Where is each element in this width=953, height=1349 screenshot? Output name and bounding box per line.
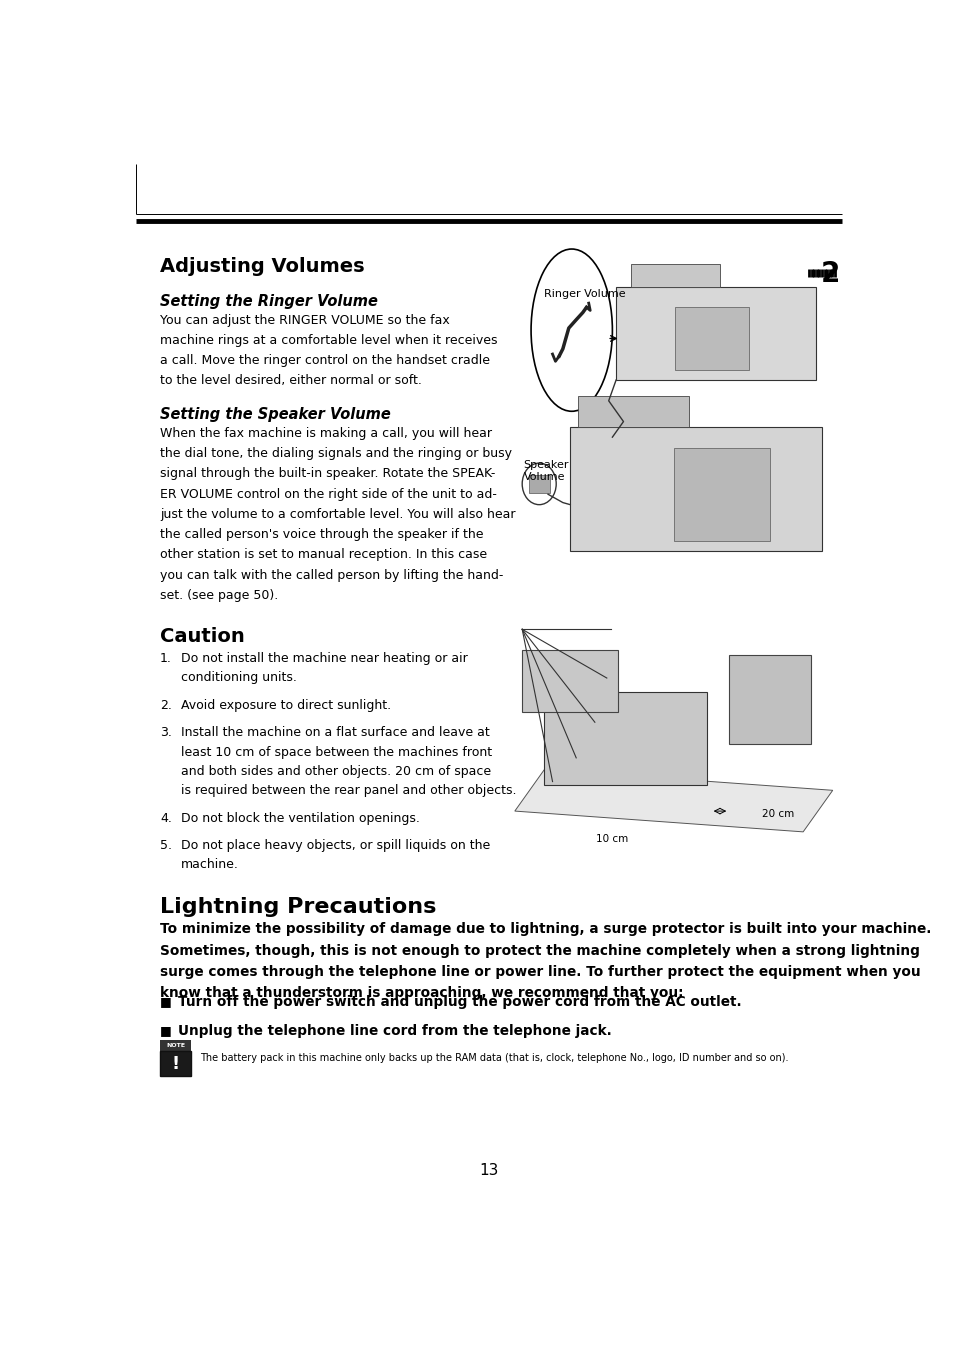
Text: Speaker: Speaker — [523, 460, 569, 469]
Text: The battery pack in this machine only backs up the RAM data (that is, clock, tel: The battery pack in this machine only ba… — [199, 1054, 787, 1063]
Text: Lightning Precautions: Lightning Precautions — [160, 897, 436, 917]
Text: Sometimes, though, this is not enough to protect the machine completely when a s: Sometimes, though, this is not enough to… — [160, 943, 919, 958]
Text: Ringer Volume: Ringer Volume — [544, 289, 625, 298]
Text: Adjusting Volumes: Adjusting Volumes — [160, 258, 364, 277]
Text: machine.: machine. — [180, 858, 238, 871]
Text: the called person's voice through the speaker if the: the called person's voice through the sp… — [160, 527, 483, 541]
Text: ER VOLUME control on the right side of the unit to ad-: ER VOLUME control on the right side of t… — [160, 487, 497, 500]
Text: a call. Move the ringer control on the handset cradle: a call. Move the ringer control on the h… — [160, 353, 490, 367]
Text: know that a thunderstorm is approaching, we recommend that you:: know that a thunderstorm is approaching,… — [160, 986, 682, 1000]
Text: Volume: Volume — [523, 472, 564, 483]
Text: surge comes through the telephone line or power line. To further protect the equ: surge comes through the telephone line o… — [160, 965, 920, 979]
Text: other station is set to manual reception. In this case: other station is set to manual reception… — [160, 548, 487, 561]
Text: set. (see page 50).: set. (see page 50). — [160, 588, 278, 602]
Text: Unplug the telephone line cord from the telephone jack.: Unplug the telephone line cord from the … — [177, 1024, 611, 1037]
FancyBboxPatch shape — [630, 263, 719, 286]
Text: 13: 13 — [478, 1163, 498, 1178]
Text: Install the machine on a flat surface and leave at: Install the machine on a flat surface an… — [180, 726, 489, 739]
Text: When the fax machine is making a call, you will hear: When the fax machine is making a call, y… — [160, 426, 492, 440]
FancyBboxPatch shape — [160, 1051, 191, 1077]
Text: 2: 2 — [820, 259, 840, 287]
Text: 5.: 5. — [160, 839, 172, 853]
FancyBboxPatch shape — [675, 308, 748, 370]
Text: least 10 cm of space between the machines front: least 10 cm of space between the machine… — [180, 746, 491, 758]
Text: 4.: 4. — [160, 812, 172, 824]
FancyBboxPatch shape — [528, 475, 549, 494]
FancyBboxPatch shape — [521, 650, 618, 712]
Text: Do not place heavy objects, or spill liquids on the: Do not place heavy objects, or spill liq… — [180, 839, 489, 853]
Text: 10 cm: 10 cm — [596, 834, 628, 844]
Text: Setting the Speaker Volume: Setting the Speaker Volume — [160, 407, 391, 422]
Text: to the level desired, either normal or soft.: to the level desired, either normal or s… — [160, 374, 421, 387]
FancyBboxPatch shape — [544, 692, 706, 785]
Text: the dial tone, the dialing signals and the ringing or busy: the dial tone, the dialing signals and t… — [160, 447, 512, 460]
FancyBboxPatch shape — [673, 448, 769, 541]
Text: Do not block the ventilation openings.: Do not block the ventilation openings. — [180, 812, 419, 824]
Text: Setting the Ringer Volume: Setting the Ringer Volume — [160, 294, 377, 309]
Text: You can adjust the RINGER VOLUME so the fax: You can adjust the RINGER VOLUME so the … — [160, 313, 449, 326]
Text: 2.: 2. — [160, 699, 172, 712]
Text: signal through the built-in speaker. Rotate the SPEAK-: signal through the built-in speaker. Rot… — [160, 467, 495, 480]
Text: !: ! — [172, 1055, 179, 1072]
FancyBboxPatch shape — [577, 395, 688, 426]
FancyBboxPatch shape — [570, 426, 821, 552]
Text: 3.: 3. — [160, 726, 172, 739]
Text: Caution: Caution — [160, 627, 244, 646]
FancyBboxPatch shape — [728, 656, 810, 743]
Text: conditioning units.: conditioning units. — [180, 672, 296, 684]
Polygon shape — [515, 769, 832, 832]
FancyBboxPatch shape — [616, 286, 815, 380]
Text: Avoid exposure to direct sunlight.: Avoid exposure to direct sunlight. — [180, 699, 391, 712]
Text: and both sides and other objects. 20 cm of space: and both sides and other objects. 20 cm … — [180, 765, 490, 778]
Text: just the volume to a comfortable level. You will also hear: just the volume to a comfortable level. … — [160, 507, 515, 521]
Text: Turn off the power switch and unplug the power cord from the AC outlet.: Turn off the power switch and unplug the… — [177, 996, 740, 1009]
Text: 20 cm: 20 cm — [761, 809, 794, 819]
Text: machine rings at a comfortable level when it receives: machine rings at a comfortable level whe… — [160, 333, 497, 347]
Text: NOTE: NOTE — [166, 1043, 185, 1048]
Text: is required between the rear panel and other objects.: is required between the rear panel and o… — [180, 784, 516, 797]
Text: ■: ■ — [160, 996, 172, 1008]
Text: To minimize the possibility of damage due to lightning, a surge protector is bui: To minimize the possibility of damage du… — [160, 923, 930, 936]
Text: Do not install the machine near heating or air: Do not install the machine near heating … — [180, 652, 467, 665]
FancyBboxPatch shape — [160, 1040, 191, 1052]
Ellipse shape — [521, 463, 556, 505]
Text: you can talk with the called person by lifting the hand-: you can talk with the called person by l… — [160, 568, 503, 581]
Text: 1.: 1. — [160, 652, 172, 665]
Text: ■: ■ — [160, 1024, 172, 1037]
